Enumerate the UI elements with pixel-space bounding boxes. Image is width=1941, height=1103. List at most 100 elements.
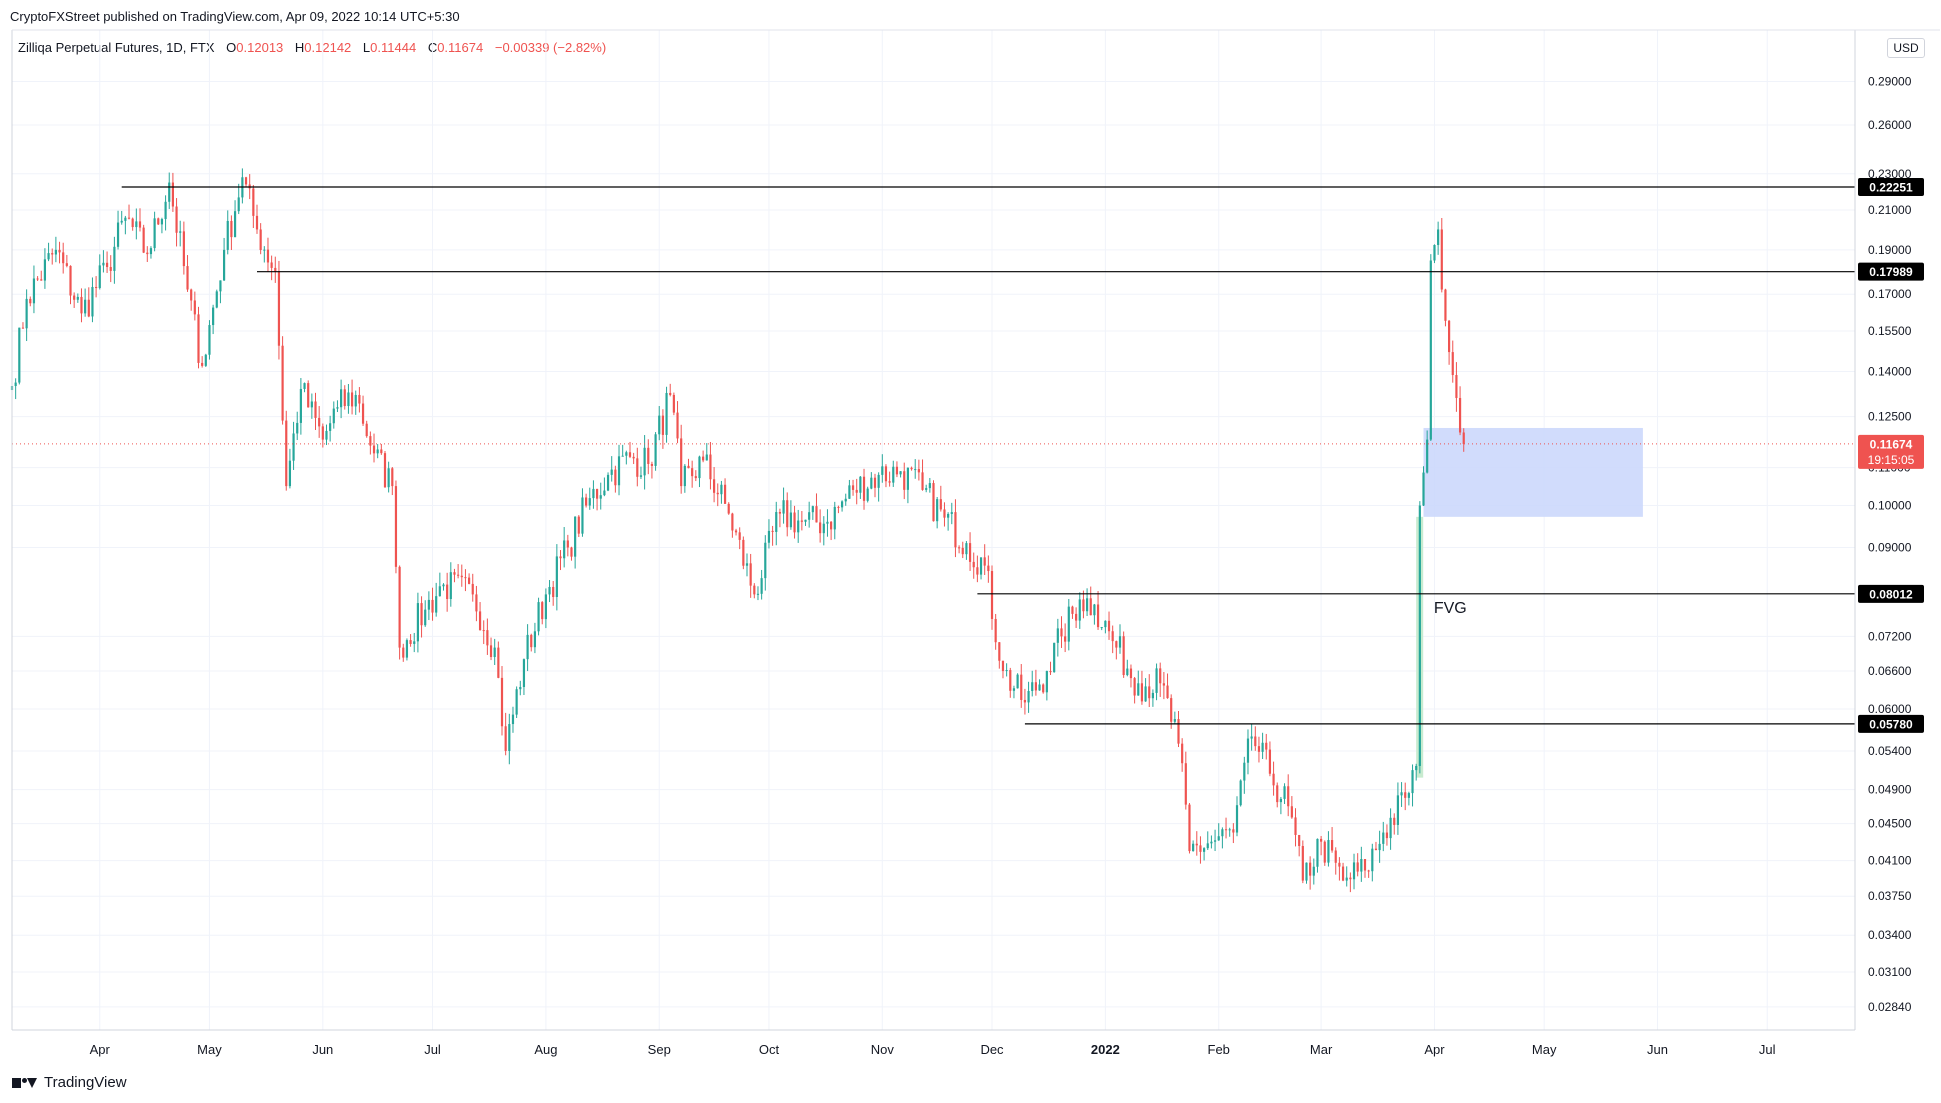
candle-body	[453, 572, 456, 575]
candle-body	[361, 403, 365, 424]
x-tick-label: Apr	[1424, 1042, 1445, 1057]
candle-body	[866, 488, 869, 501]
candle-body	[58, 249, 61, 253]
candle-body	[449, 572, 452, 600]
candle-body	[1462, 432, 1465, 444]
currency-button[interactable]: USD	[1887, 38, 1925, 58]
candle-body	[405, 640, 409, 658]
candle-body	[716, 492, 719, 495]
fvg-label: FVG	[1434, 600, 1467, 617]
candle-body	[921, 472, 924, 490]
candle-body	[208, 325, 211, 355]
candle-body	[457, 574, 460, 576]
candle-body	[1129, 668, 1133, 679]
candle-body	[237, 197, 240, 212]
candle-body	[797, 520, 800, 533]
candle-body	[1276, 785, 1279, 803]
last-price-label: 0.11674	[1870, 437, 1913, 451]
candle-body	[394, 486, 398, 567]
candle-body	[928, 483, 931, 489]
candle-body	[329, 423, 332, 431]
symbol-title: Zilliqa Perpetual Futures, 1D, FTX	[18, 40, 215, 55]
y-tick-label: 0.03100	[1868, 965, 1912, 979]
candle-body	[1031, 682, 1034, 692]
candle-body	[1001, 660, 1005, 672]
candle-body	[387, 468, 390, 488]
tradingview-footer[interactable]: TradingView	[12, 1074, 127, 1091]
candle-body	[1111, 631, 1114, 642]
candle-body	[1448, 320, 1451, 353]
candle-body	[157, 218, 160, 225]
candle-body	[508, 724, 511, 751]
candle-body	[819, 522, 822, 534]
x-tick-label: Nov	[871, 1042, 895, 1057]
candle-body	[402, 647, 405, 658]
price-labels: 0.22251 0.17989 0.08012 0.05780 0.11674 19:15…	[1858, 177, 1924, 733]
candle-body	[164, 201, 167, 220]
level-lines	[12, 186, 1855, 725]
candle-body	[848, 485, 851, 499]
candle-body	[1170, 698, 1173, 722]
candle-body	[1133, 678, 1136, 696]
candle-body	[723, 484, 727, 504]
candle-body	[190, 289, 193, 301]
candle-body	[124, 217, 127, 221]
candle-body	[1162, 683, 1165, 686]
candle-body	[478, 611, 482, 631]
candle-body	[1429, 260, 1432, 440]
candle-body	[489, 645, 493, 658]
y-tick-label: 0.14000	[1868, 365, 1912, 379]
candle-body	[186, 266, 189, 290]
candle-body	[1188, 804, 1191, 852]
candle-body	[438, 586, 441, 597]
candle-body	[299, 388, 302, 423]
candle-body	[1181, 743, 1184, 764]
candle-body	[815, 506, 818, 523]
candle-body	[1268, 749, 1272, 774]
candle-body	[21, 327, 25, 329]
candle-body	[1371, 848, 1374, 872]
candle-body	[1224, 829, 1228, 831]
candle-body	[1144, 686, 1147, 702]
candle-body	[1107, 620, 1111, 632]
candle-body	[789, 512, 792, 528]
candle-body	[288, 460, 292, 487]
candle-body	[1437, 229, 1440, 245]
candle-body	[102, 262, 105, 266]
candle-body	[285, 420, 288, 487]
candle-body	[585, 497, 588, 506]
candle-body	[811, 506, 814, 513]
candle-body	[577, 516, 580, 534]
candle-body	[552, 586, 555, 598]
candle-body	[1360, 858, 1363, 872]
candle-body	[1016, 674, 1019, 689]
candle-body	[1177, 719, 1180, 744]
candle-body	[742, 539, 745, 566]
candle-body	[1400, 792, 1403, 796]
candle-body	[712, 479, 716, 493]
candle-body	[204, 354, 207, 366]
candle-body	[1334, 850, 1337, 863]
footer-brand: TradingView	[44, 1074, 127, 1091]
candle-body	[559, 556, 562, 559]
y-tick-label: 0.06600	[1868, 664, 1912, 678]
candle-body	[32, 278, 36, 304]
candle-body	[391, 468, 394, 487]
candle-body	[778, 512, 782, 514]
candle-body	[193, 300, 196, 315]
candle-body	[1294, 817, 1297, 835]
candle-body	[87, 299, 90, 317]
last-price-box	[1858, 434, 1924, 469]
candle-body	[628, 452, 632, 457]
candle-body	[987, 565, 990, 572]
candle-body	[548, 586, 551, 595]
candle-body	[1320, 838, 1323, 842]
candle-body	[182, 231, 185, 267]
x-tick-label: Aug	[534, 1042, 557, 1057]
candle-body	[43, 259, 47, 281]
candle-body	[127, 217, 131, 219]
candle-body	[1444, 289, 1447, 321]
candle-body	[603, 490, 606, 496]
candle-body	[903, 471, 906, 490]
